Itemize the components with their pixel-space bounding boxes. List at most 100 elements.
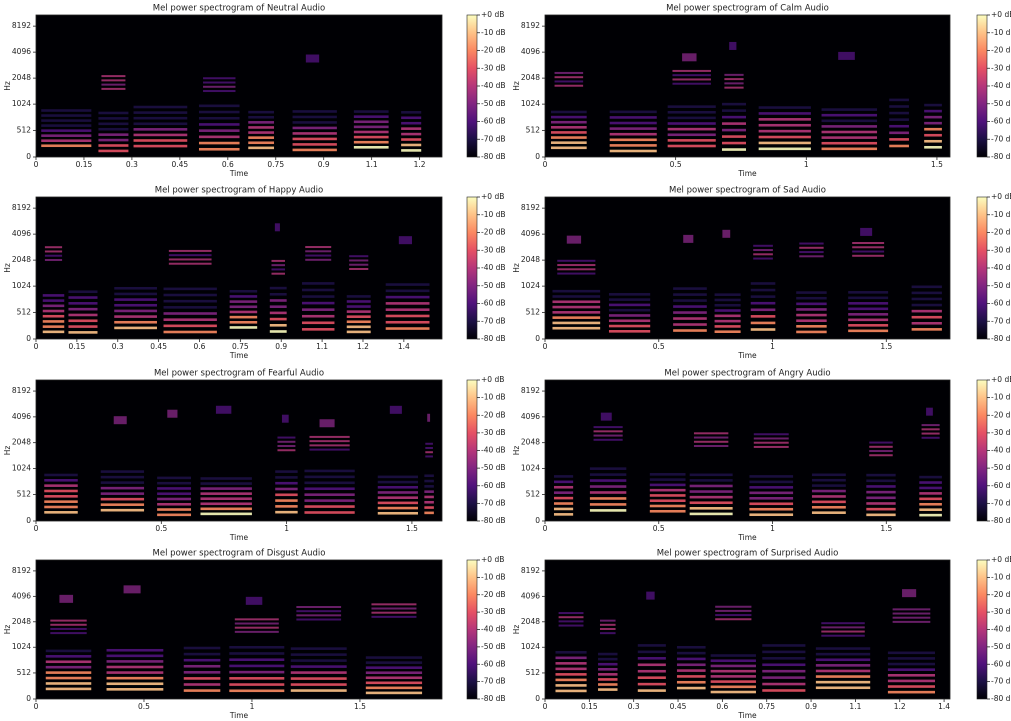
subplot: Mel power spectrogram of Calm Audio Time H… bbox=[512, 4, 1011, 179]
spectrogram-band bbox=[365, 691, 423, 695]
spectrogram-band bbox=[371, 615, 417, 618]
spectrogram-band bbox=[710, 659, 756, 663]
spectrogram-band bbox=[353, 120, 389, 124]
spectrogram-band bbox=[811, 495, 846, 498]
spectrogram-band bbox=[919, 475, 942, 479]
spectrogram-band bbox=[200, 492, 252, 495]
y-axis-label: Hz bbox=[512, 446, 521, 456]
spectrogram-band bbox=[114, 315, 157, 318]
spectrogram-band bbox=[921, 428, 940, 431]
spectrogram-band bbox=[749, 491, 794, 495]
spectrogram-band bbox=[852, 254, 885, 257]
spectrogram-background bbox=[545, 15, 950, 157]
spectrogram-band bbox=[911, 303, 942, 307]
spectrogram-band bbox=[98, 149, 129, 153]
spectrogram-band bbox=[45, 682, 92, 685]
spectrogram-band bbox=[101, 87, 126, 90]
spectrogram-band bbox=[304, 487, 355, 491]
spectrogram-band bbox=[269, 323, 287, 327]
spectrogram-band bbox=[796, 325, 827, 328]
spectrogram-band bbox=[229, 664, 285, 668]
spectrogram-band bbox=[750, 328, 776, 331]
colorbar-tick-label: -10 dB bbox=[481, 28, 506, 37]
colorbar-tick-label: -30 dB bbox=[991, 607, 1011, 616]
spectrogram-band bbox=[889, 124, 909, 128]
spectrogram-band bbox=[113, 416, 127, 425]
spectrogram-band bbox=[248, 136, 275, 139]
y-tick-label: 8192 bbox=[12, 566, 31, 575]
spectrogram-band bbox=[183, 689, 221, 692]
spectrogram-band bbox=[762, 689, 806, 692]
spectrogram-band bbox=[292, 143, 337, 146]
spectrogram-band bbox=[290, 647, 347, 650]
colorbar-tick-label: -40 dB bbox=[991, 81, 1011, 90]
spectrogram-band bbox=[50, 632, 87, 635]
spectrogram-band bbox=[758, 135, 811, 139]
spectrogram-band bbox=[762, 682, 806, 686]
y-tick-label: 4096 bbox=[521, 591, 540, 600]
y-tick-label: 4096 bbox=[12, 229, 31, 238]
spectrogram-band bbox=[114, 298, 157, 301]
spectrogram-band bbox=[887, 668, 936, 671]
spectrogram-band bbox=[673, 329, 707, 332]
spectrogram-band bbox=[762, 657, 806, 660]
spectrogram-band bbox=[42, 299, 65, 302]
chart-title: Mel power spectrogram of Happy Audio bbox=[155, 186, 323, 196]
spectrogram-band bbox=[552, 289, 601, 293]
spectrogram-band bbox=[758, 106, 811, 109]
spectrogram-band bbox=[309, 435, 350, 438]
y-axis-label: Hz bbox=[512, 81, 521, 91]
spectrogram-band bbox=[68, 307, 98, 311]
colorbar bbox=[976, 196, 988, 340]
spectrogram-band bbox=[114, 309, 157, 313]
spectrogram-band bbox=[200, 482, 252, 485]
colorbar-tick-label: -50 dB bbox=[481, 99, 506, 108]
spectrogram-band bbox=[274, 223, 280, 232]
spectrogram-band bbox=[673, 305, 707, 308]
spectrogram-band bbox=[715, 614, 752, 617]
spectrogram-band bbox=[353, 130, 389, 134]
spectrogram-band bbox=[346, 325, 371, 329]
spectrogram-band bbox=[848, 329, 889, 333]
spectrogram-band bbox=[59, 594, 74, 603]
spectrogram-band bbox=[749, 507, 794, 511]
spectrogram-band bbox=[887, 657, 936, 660]
spectrogram-band bbox=[425, 451, 433, 454]
y-tick-label: 8192 bbox=[12, 203, 31, 212]
spectrogram-band bbox=[349, 267, 369, 270]
x-tick-label: 0.5 bbox=[138, 702, 150, 711]
spectrogram-band bbox=[553, 475, 574, 478]
spectrogram-band bbox=[365, 676, 423, 680]
spectrogram-band bbox=[811, 478, 846, 482]
spectrogram-band bbox=[45, 655, 92, 658]
spectrogram-band bbox=[672, 74, 711, 77]
colorbar-tick-label: -20 dB bbox=[481, 590, 506, 599]
y-tick-label: 0 bbox=[26, 516, 31, 525]
spectrogram-band bbox=[301, 282, 335, 285]
spectrogram-band bbox=[667, 105, 716, 108]
spectrogram-band bbox=[758, 129, 811, 133]
spectrogram-band bbox=[157, 476, 192, 480]
spectrogram-band bbox=[365, 666, 423, 669]
y-tick-label: 1024 bbox=[12, 281, 31, 290]
spectrogram-band bbox=[710, 675, 756, 678]
colorbar-tick-label: -10 dB bbox=[991, 393, 1011, 402]
spectrogram-band bbox=[555, 656, 587, 660]
spectrogram-band bbox=[44, 479, 78, 482]
colorbar-tick-label: -80 dB bbox=[481, 694, 506, 703]
spectrogram-band bbox=[68, 296, 98, 299]
y-tick-label: 0 bbox=[26, 694, 31, 703]
colorbar-tick-label: -40 dB bbox=[991, 625, 1011, 634]
spectrogram-band bbox=[555, 651, 587, 654]
x-axis-label: Time bbox=[229, 533, 249, 542]
spectrogram-band bbox=[598, 662, 618, 666]
spectrogram-band bbox=[275, 499, 298, 502]
spectrogram-band bbox=[552, 300, 601, 304]
spectrogram-band bbox=[248, 110, 275, 114]
spectrogram-band bbox=[676, 675, 706, 678]
spectrogram-band bbox=[714, 314, 741, 318]
spectrogram-band bbox=[589, 509, 627, 512]
spectrogram-band bbox=[290, 671, 347, 674]
spectrogram-band bbox=[919, 502, 942, 506]
